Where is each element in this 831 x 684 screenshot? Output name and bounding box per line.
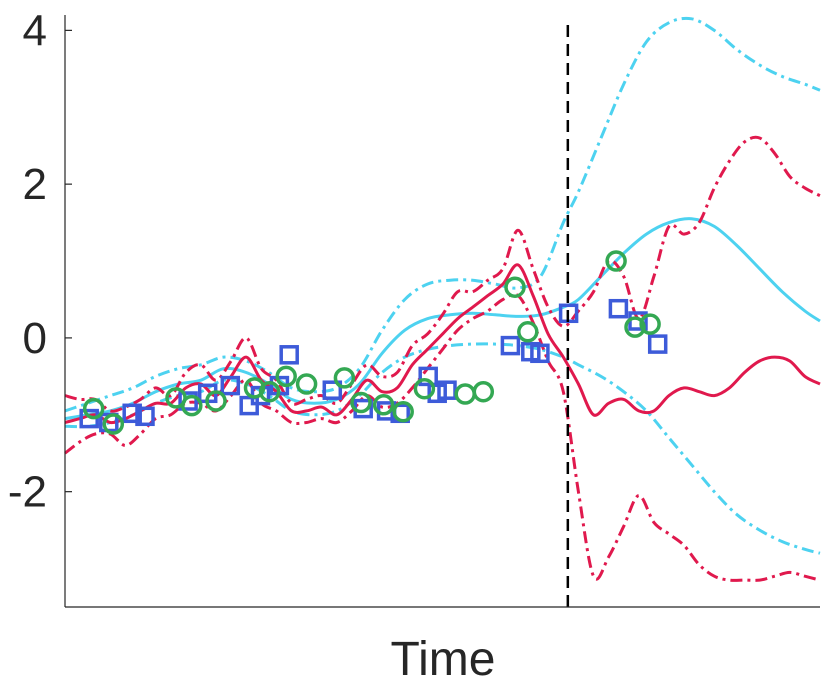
square-marker-23 xyxy=(608,298,629,319)
series-line-5 xyxy=(64,135,821,413)
circle-marker-1 xyxy=(82,397,105,420)
square-marker-5 xyxy=(178,391,198,411)
circle-marker-17 xyxy=(504,276,526,298)
y-ticks: -2 0 2 4 xyxy=(8,6,72,517)
circle-marker-13 xyxy=(392,400,414,423)
square-marker-25 xyxy=(647,334,668,354)
y-tick-label-1: 0 xyxy=(23,314,47,363)
circle-marker-19 xyxy=(605,250,627,272)
square-marker-11 xyxy=(279,345,299,365)
square-marker-17 xyxy=(427,383,447,404)
square-marker-3 xyxy=(122,403,142,424)
circle-marker-20 xyxy=(624,316,646,338)
x-axis-label: Time xyxy=(391,633,496,684)
circle-marker-18 xyxy=(517,321,539,343)
series-line-4 xyxy=(64,263,821,425)
circle-marker-16 xyxy=(472,380,495,403)
square-marker-4 xyxy=(135,406,155,427)
square-marker-8 xyxy=(239,395,259,416)
circle-marker-12 xyxy=(372,394,395,416)
square-marker-7 xyxy=(220,375,241,396)
y-tick-label-2: 2 xyxy=(23,160,47,209)
circle-marker-21 xyxy=(639,313,661,335)
square-marker-18 xyxy=(437,380,457,400)
marker-layer xyxy=(79,250,668,435)
circle-marker-8 xyxy=(275,365,297,388)
y-tick-label-3: 4 xyxy=(23,6,47,55)
circle-marker-14 xyxy=(413,377,436,400)
series-line-2 xyxy=(64,16,821,413)
circle-marker-7 xyxy=(258,380,281,403)
circle-marker-11 xyxy=(350,391,372,414)
circle-marker-4 xyxy=(181,394,203,417)
series-line-3 xyxy=(64,342,821,555)
circle-marker-9 xyxy=(295,373,318,395)
square-marker-12 xyxy=(322,380,343,400)
square-marker-19 xyxy=(500,335,521,356)
y-tick-label-0: -2 xyxy=(8,468,47,517)
circle-marker-6 xyxy=(243,377,266,399)
circle-marker-5 xyxy=(205,390,227,412)
square-marker-21 xyxy=(530,343,550,364)
series-line-1 xyxy=(64,217,821,421)
circle-marker-10 xyxy=(333,367,356,389)
circle-marker-15 xyxy=(454,383,476,405)
circle-marker-2 xyxy=(102,413,125,435)
series-layer xyxy=(64,16,821,582)
series-line-6 xyxy=(64,292,821,582)
